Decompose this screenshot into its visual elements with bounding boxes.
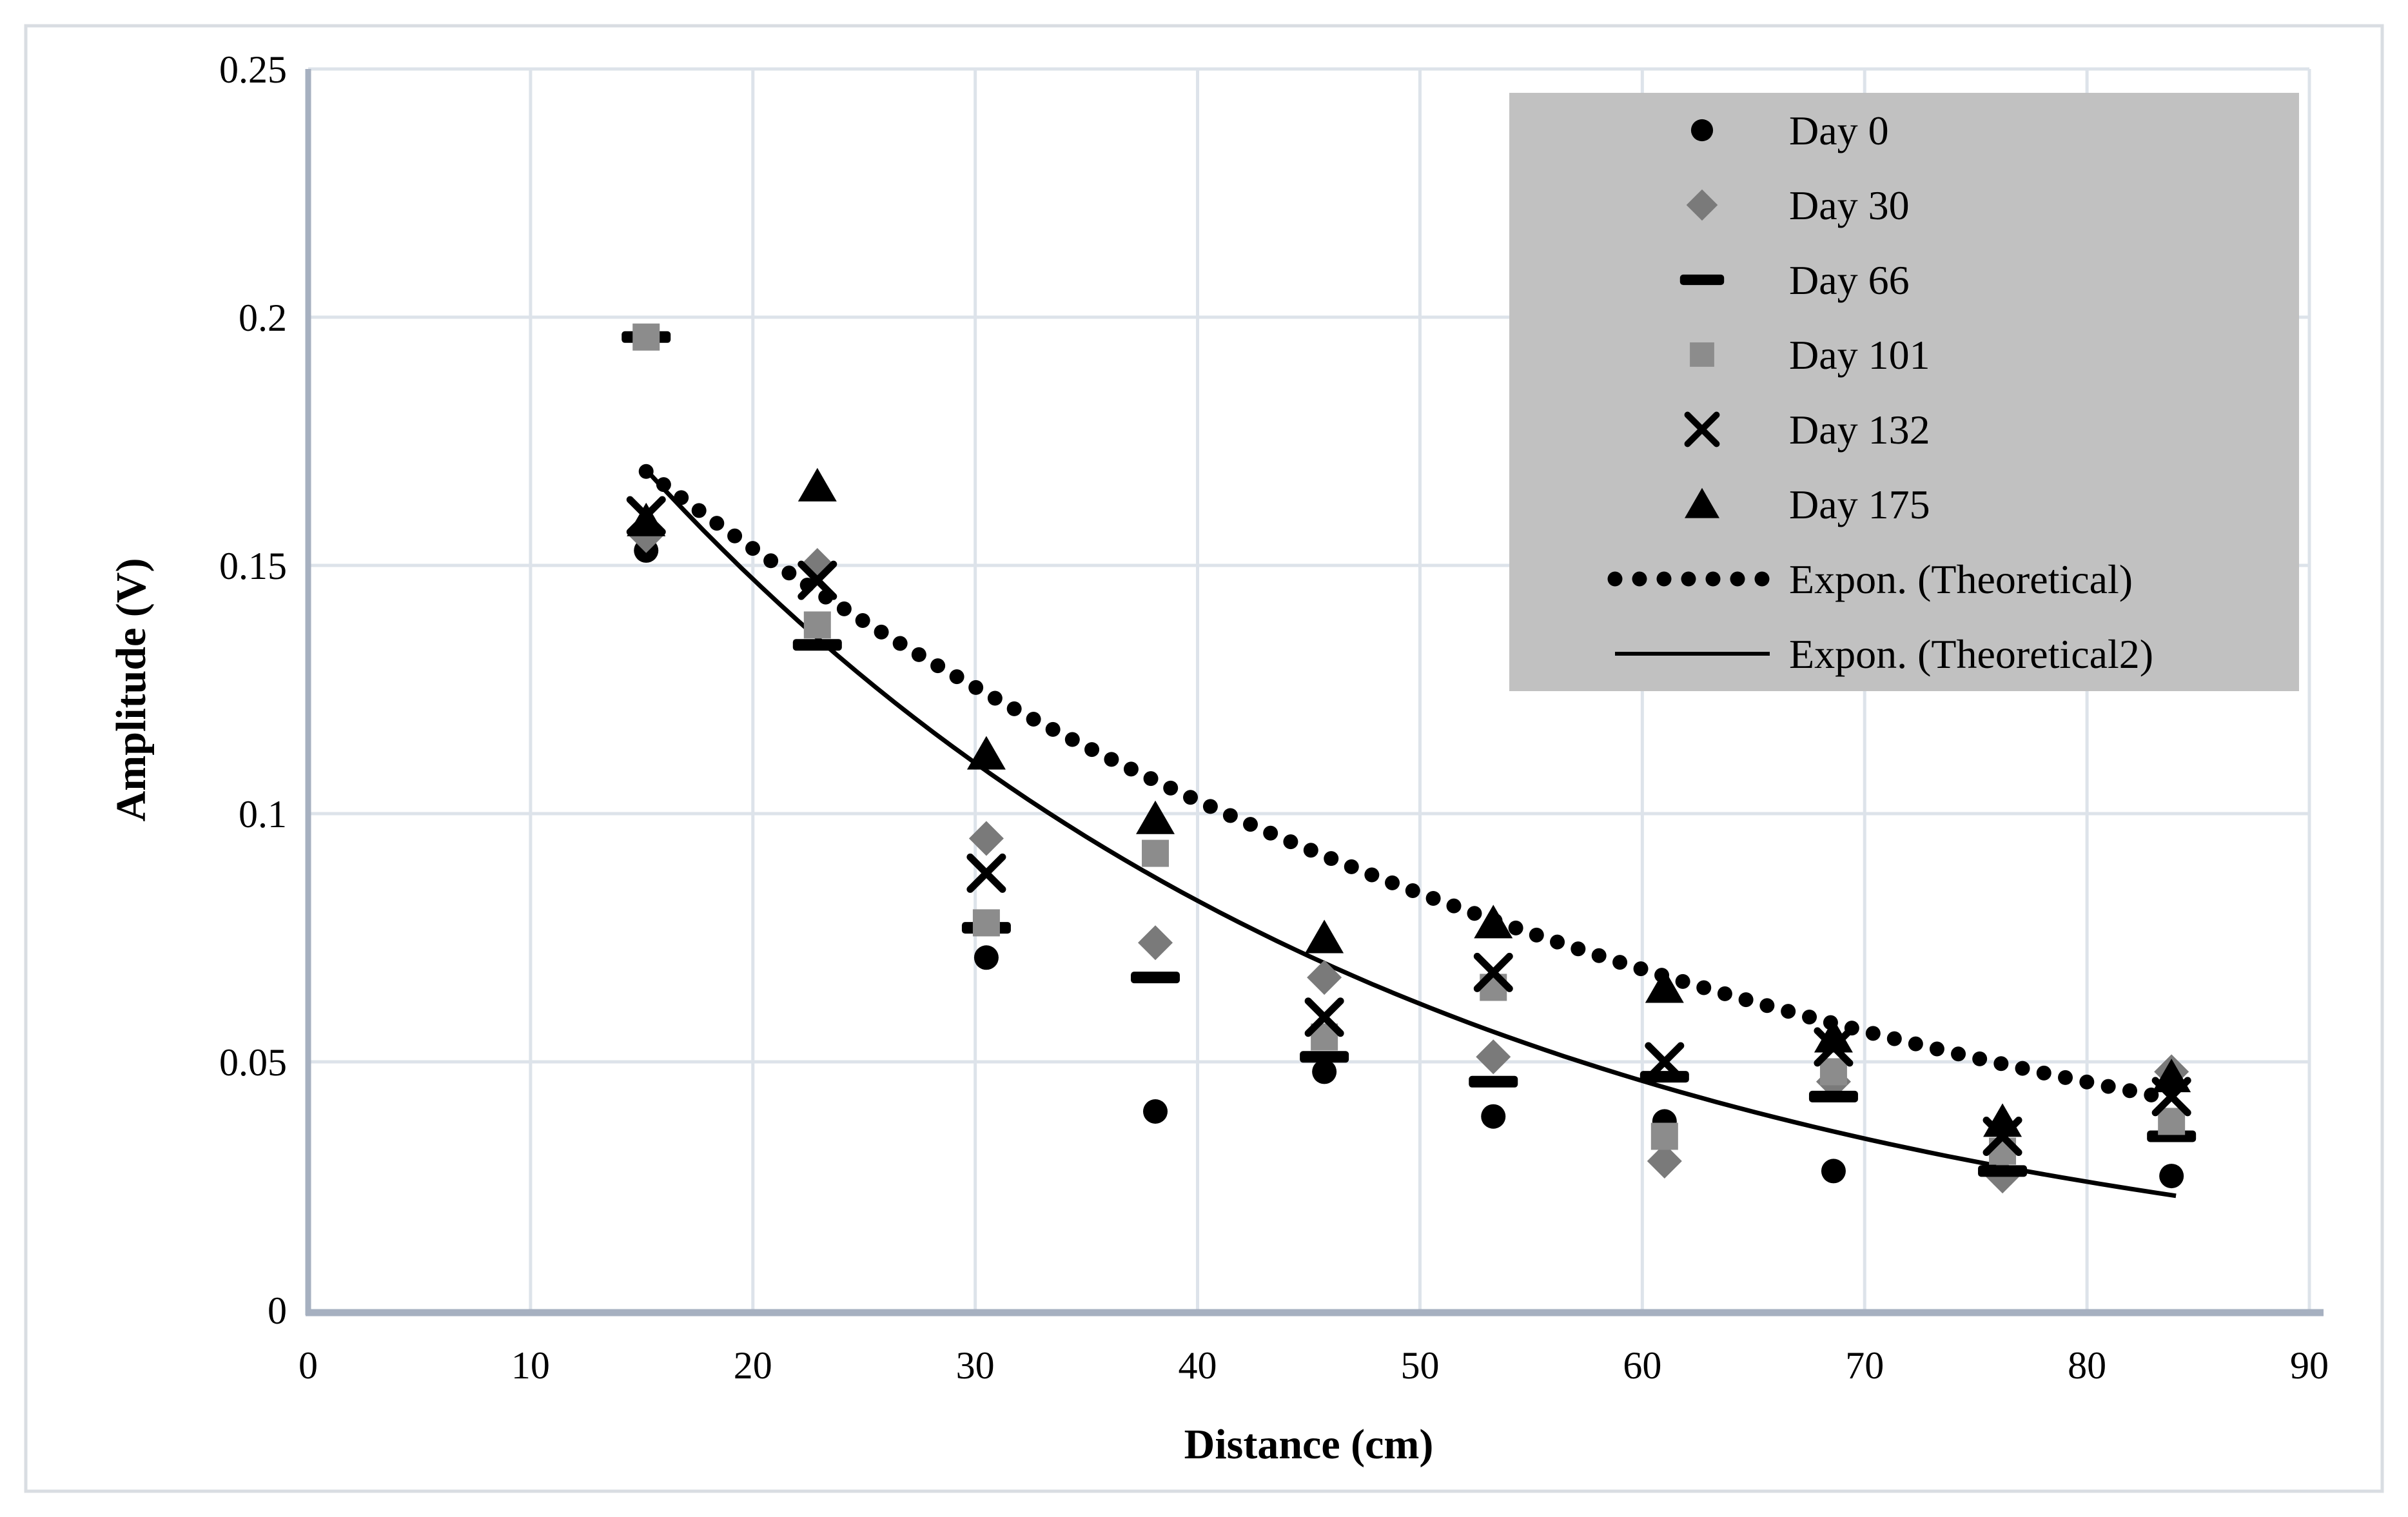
legend-entry-label: Day 66 — [1789, 257, 1910, 303]
marker-diamond — [1138, 925, 1173, 961]
legend-entry-label: Day 30 — [1789, 182, 1910, 228]
marker-square — [803, 611, 831, 639]
marker-diamond — [1307, 960, 1342, 995]
marker-triangle — [1474, 905, 1513, 939]
trendlines — [638, 464, 2177, 1199]
marker-x — [966, 853, 1006, 893]
trendline-theoretical2-solid — [644, 468, 2177, 1199]
marker-x — [1304, 997, 1344, 1037]
legend-entry-label: Day 175 — [1789, 482, 1930, 527]
y-tick-label: 0.1 — [239, 793, 287, 836]
x-tick-label: 40 — [1179, 1344, 1217, 1387]
marker-square — [1650, 1122, 1678, 1150]
y-tick-label: 0.15 — [219, 545, 287, 587]
marker-circle — [1690, 119, 1714, 142]
x-tick-label: 0 — [299, 1344, 318, 1387]
x-tick-label: 10 — [511, 1344, 550, 1387]
marker-dash — [1300, 1051, 1349, 1063]
marker-dash — [1808, 1090, 1858, 1102]
legend: Day 0 Day 30 Day 66 Day 101 Day 132 Day 175 Ex… — [1509, 93, 2299, 691]
marker-circle — [1821, 1159, 1846, 1184]
marker-triangle — [2152, 1059, 2191, 1093]
marker-square — [632, 323, 660, 351]
x-axis-title: Distance (cm) — [1184, 1421, 1434, 1468]
x-tick-label: 60 — [1623, 1344, 1661, 1387]
marker-x — [798, 560, 837, 600]
legend-entry-label: Day 101 — [1789, 332, 1930, 378]
marker-triangle — [1305, 919, 1344, 954]
x-tick-label: 80 — [2068, 1344, 2106, 1387]
marker-x — [1684, 411, 1720, 447]
marker-triangle — [798, 467, 837, 502]
marker-triangle — [1136, 800, 1175, 834]
marker-triangle — [1685, 487, 1719, 518]
x-tick-label: 30 — [956, 1344, 995, 1387]
x-tick-label: 90 — [2290, 1344, 2329, 1387]
legend-entry-label: Day 132 — [1789, 407, 1930, 453]
marker-diamond — [968, 821, 1004, 856]
marker-circle — [2159, 1164, 2184, 1189]
marker-dash — [1679, 274, 1725, 286]
marker-circle — [1312, 1059, 1337, 1084]
marker-dash — [792, 639, 842, 651]
marker-triangle — [1814, 1019, 1853, 1053]
marker-dash — [1469, 1075, 1518, 1088]
marker-circle — [1143, 1099, 1168, 1124]
marker-square — [1690, 342, 1714, 367]
marker-dash — [1131, 972, 1180, 984]
marker-diamond — [1476, 1039, 1511, 1075]
marker-dash — [1978, 1165, 2028, 1177]
marker-circle — [1481, 1104, 1506, 1129]
axes — [305, 69, 2324, 1316]
y-axis-title: Amplitude (V) — [108, 558, 155, 822]
legend-entry-label: Expon. (Theoretical2) — [1789, 631, 2153, 677]
y-tick-label: 0.25 — [219, 48, 287, 91]
marker-x — [1473, 952, 1513, 992]
marker-triangle — [1983, 1103, 2022, 1137]
marker-diamond — [1647, 1144, 1682, 1179]
trendline-theoretical-dotted — [638, 464, 2168, 1104]
y-tick-label: 0.05 — [219, 1041, 287, 1084]
legend-entry-label: Day 0 — [1789, 108, 1889, 153]
marker-triangle — [966, 736, 1006, 770]
marker-square — [2158, 1108, 2186, 1135]
marker-circle — [974, 945, 999, 970]
data-markers — [622, 323, 2197, 1194]
marker-triangle — [627, 502, 666, 536]
marker-triangle — [1645, 969, 1684, 1003]
y-tick-label: 0.2 — [239, 297, 287, 339]
y-tick-label: 0 — [268, 1289, 287, 1332]
marker-diamond — [1686, 189, 1718, 221]
marker-square — [1819, 1058, 1847, 1086]
legend-entry-label: Expon. (Theoretical) — [1789, 556, 2133, 602]
marker-x — [1645, 1042, 1685, 1082]
marker-square — [1142, 839, 1170, 867]
tick-labels: 0 10 20 30 40 50 60 70 80 90 0 0.05 0.1 0.15 0.2 0.25 — [219, 48, 2329, 1387]
legend-box — [1509, 93, 2299, 691]
series-day-175 — [627, 467, 2191, 1137]
x-tick-label: 20 — [734, 1344, 772, 1387]
x-tick-label: 70 — [1845, 1344, 1884, 1387]
marker-square — [972, 909, 1000, 937]
x-tick-label: 50 — [1400, 1344, 1439, 1387]
